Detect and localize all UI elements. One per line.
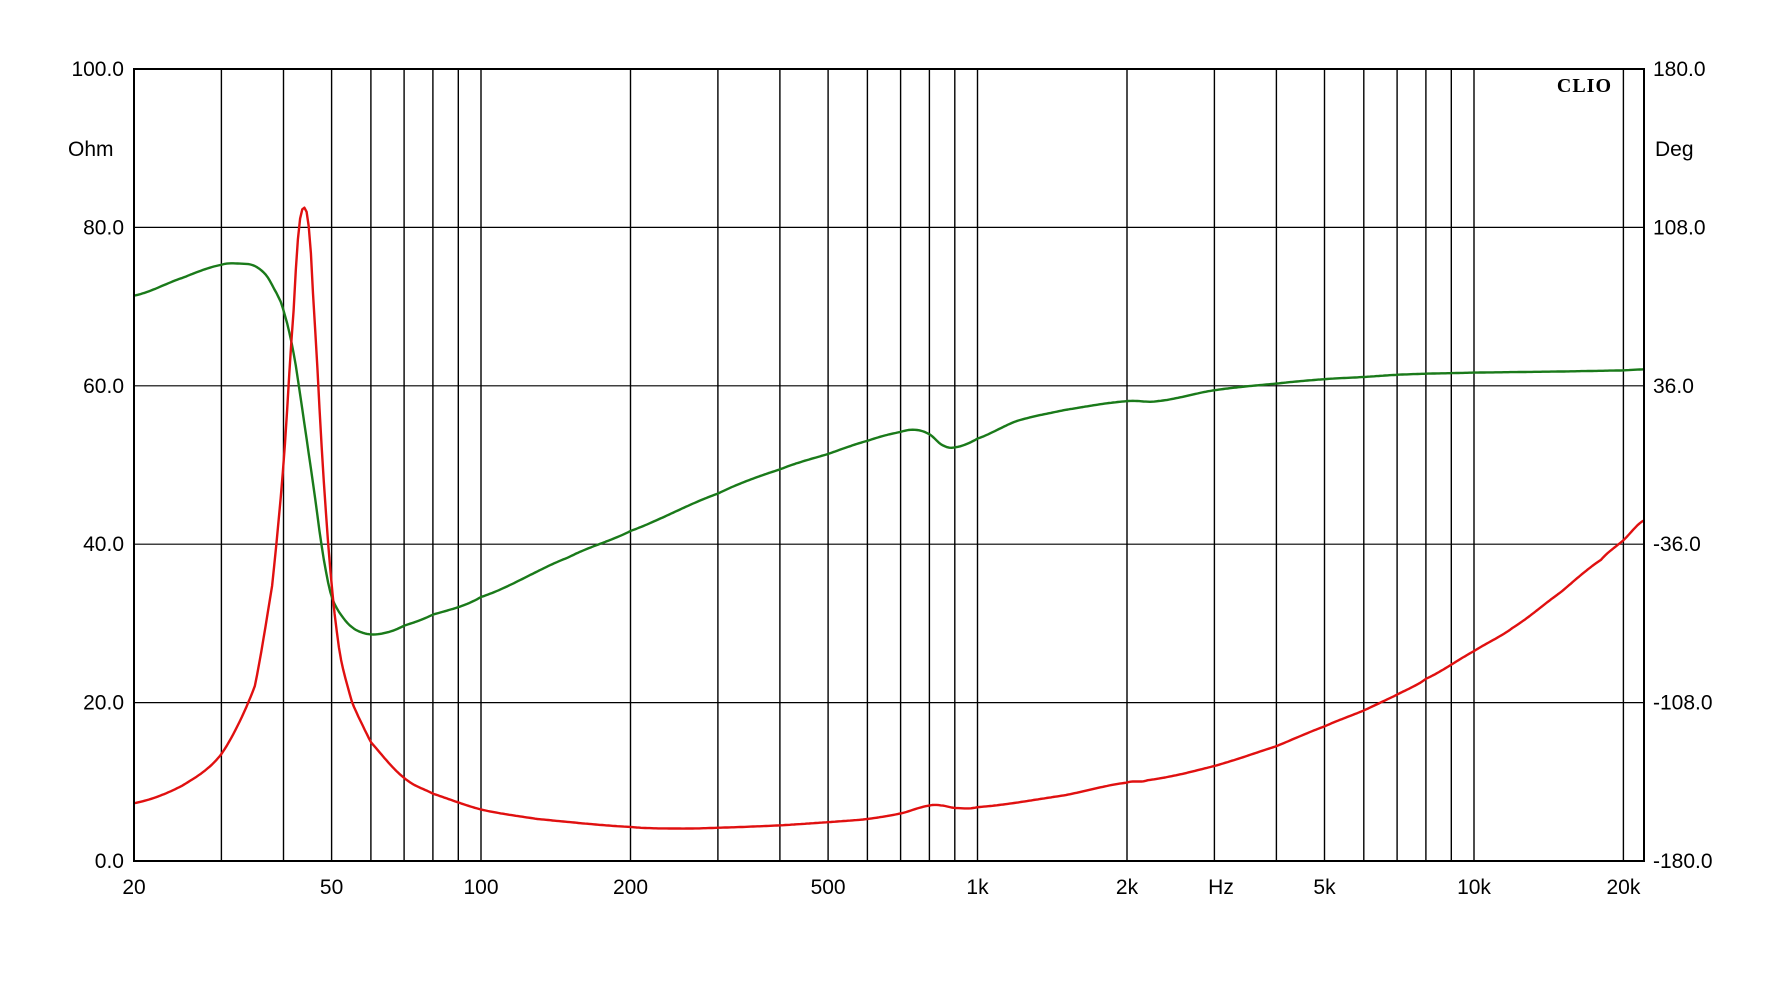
- x-tick-label: 20: [122, 876, 145, 899]
- x-tick-label: 5k: [1313, 876, 1336, 899]
- left-tick-label: 40.0: [83, 533, 124, 556]
- phase-curve: [133, 262, 1645, 636]
- x-tick-label: 20k: [1606, 876, 1640, 899]
- left-tick-label: 60.0: [83, 375, 124, 398]
- left-axis-unit: Ohm: [68, 138, 114, 161]
- x-tick-label: 500: [811, 876, 846, 899]
- x-axis-unit: Hz: [1208, 876, 1234, 899]
- right-axis-unit: Deg: [1655, 138, 1694, 161]
- curves: [133, 206, 1645, 830]
- left-tick-label: 0.0: [95, 850, 124, 873]
- x-tick-label: 50: [320, 876, 343, 899]
- clio-brand-label: CLIO: [1557, 75, 1612, 97]
- x-tick-label: 2k: [1116, 876, 1139, 899]
- right-tick-label: -180.0: [1653, 850, 1713, 873]
- right-tick-label: 36.0: [1653, 375, 1694, 398]
- grid: [133, 69, 1644, 861]
- impedance-curve: [133, 206, 1645, 830]
- right-tick-label: -36.0: [1653, 533, 1701, 556]
- left-tick-label: 20.0: [83, 692, 124, 715]
- x-tick-label: 1k: [966, 876, 989, 899]
- left-tick-label: 100.0: [71, 58, 124, 81]
- left-axis-ticks: 0.0 20.0 40.0 60.0 80.0 100.0: [71, 58, 124, 873]
- plot-frame: [133, 68, 1645, 862]
- right-axis-ticks: -180.0 -108.0 -36.0 36.0 108.0 180.0: [1653, 58, 1713, 873]
- right-tick-label: -108.0: [1653, 692, 1713, 715]
- x-tick-label: 100: [463, 876, 498, 899]
- right-tick-label: 108.0: [1653, 216, 1706, 239]
- x-axis-ticks: 20 50 100 200 500 1k 2k 5k 10k 20k: [122, 876, 1641, 899]
- x-tick-label: 200: [613, 876, 648, 899]
- x-tick-label: 10k: [1457, 876, 1491, 899]
- left-tick-label: 80.0: [83, 216, 124, 239]
- right-tick-label: 180.0: [1653, 58, 1706, 81]
